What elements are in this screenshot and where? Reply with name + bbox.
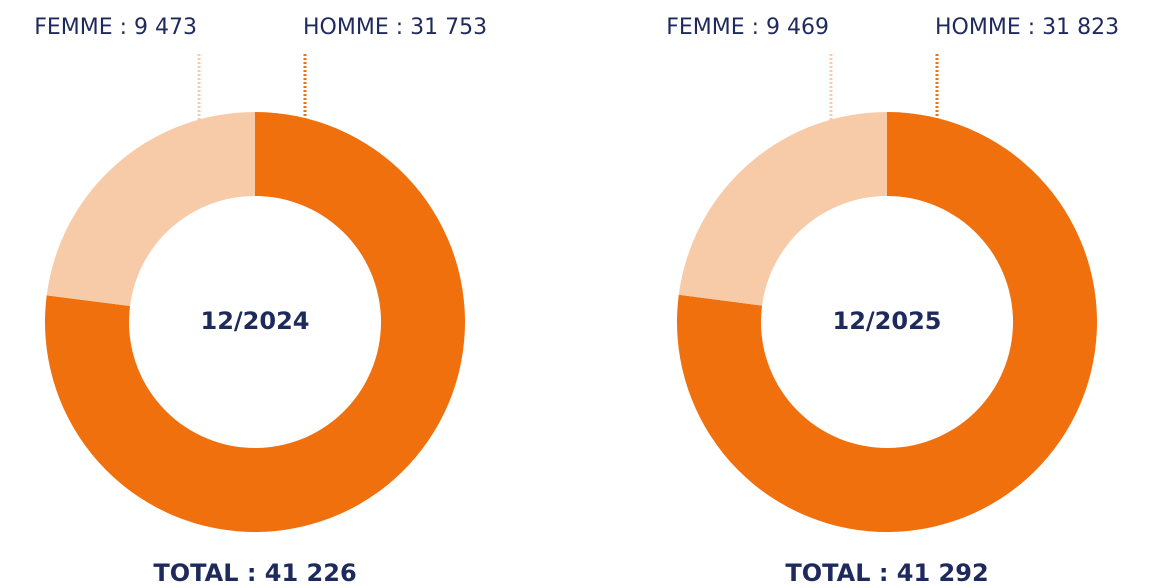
center-label: 12/2024 — [201, 307, 310, 335]
slice — [677, 112, 1098, 532]
total-label: TOTAL : 41 292 — [785, 559, 988, 587]
center-label: 12/2025 — [833, 307, 942, 335]
total-label: TOTAL : 41 226 — [153, 559, 356, 587]
slice — [46, 112, 255, 307]
slice — [678, 112, 887, 306]
slice-label: FEMME : 9 469 — [666, 15, 829, 40]
slice — [44, 112, 466, 532]
slice-label: HOMME : 31 823 — [935, 15, 1119, 40]
slice-label: FEMME : 9 473 — [34, 15, 197, 40]
slice-label: HOMME : 31 753 — [303, 15, 487, 40]
